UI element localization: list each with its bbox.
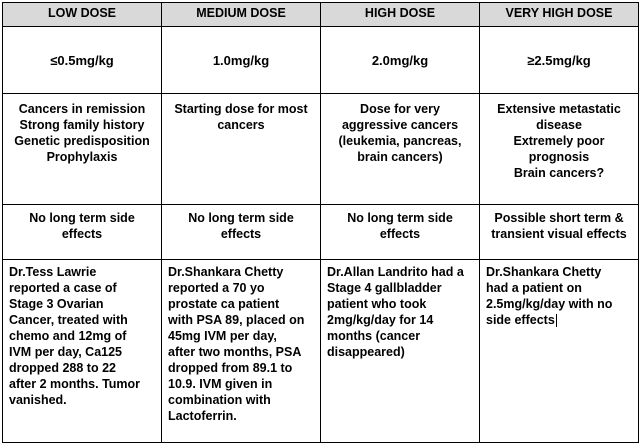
case-line: Lactoferrin. (168, 409, 237, 423)
indication-line: Extensive metastatic (497, 102, 621, 116)
side-effects-cell-medium: No long term side effects (161, 204, 321, 260)
case-line: 10.9. IVM given in (168, 377, 273, 391)
side-effects-line: No long term side (29, 211, 135, 225)
indication-line: Starting dose for most (174, 102, 308, 116)
case-reports-row: Dr.Tess Lawrie reported a case of Stage … (2, 259, 639, 443)
indication-cell-low: Cancers in remission Strong family histo… (2, 93, 162, 205)
case-line: reported a case of (9, 281, 117, 295)
case-line: dropped from 89.1 to (168, 361, 293, 375)
case-line: Dr.Tess Lawrie (9, 265, 97, 279)
header-very-high-dose: VERY HIGH DOSE (479, 2, 639, 27)
case-line: prostate ca patient (168, 297, 280, 311)
case-line: Dr.Shankara Chetty (168, 265, 284, 279)
case-line: vanished. (9, 393, 67, 407)
dose-cell-low: ≤0.5mg/kg (2, 26, 162, 94)
case-report-cell-high: Dr.Allan Landrito had a Stage 4 gallblad… (320, 259, 480, 443)
case-line: Dr.Allan Landrito had a (327, 265, 464, 279)
header-low-dose: LOW DOSE (2, 2, 162, 27)
case-report-cell-very-high: Dr.Shankara Chetty had a patient on 2.5m… (479, 259, 639, 443)
case-line: Dr.Shankara Chetty (486, 265, 602, 279)
case-line: chemo and 12mg of (9, 329, 127, 343)
side-effects-line: No long term side (347, 211, 453, 225)
case-line: dropped 288 to 22 (9, 361, 116, 375)
case-line: after 2 months. Tumor (9, 377, 141, 391)
case-line: had a patient on (486, 281, 582, 295)
indication-cell-medium: Starting dose for most cancers (161, 93, 321, 205)
case-line: Stage 4 gallbladder (327, 281, 442, 295)
side-effects-line: Possible short term & (494, 211, 624, 225)
indication-line: Prophylaxis (46, 150, 118, 164)
case-line: patient who took (327, 297, 427, 311)
indication-line: Strong family history (19, 118, 145, 132)
header-row: LOW DOSE MEDIUM DOSE HIGH DOSE VERY HIGH… (2, 2, 639, 27)
dose-cell-high: 2.0mg/kg (320, 26, 480, 94)
side-effects-row: No long term side effects No long term s… (2, 204, 639, 260)
side-effects-cell-very-high: Possible short term & transient visual e… (479, 204, 639, 260)
side-effects-line: effects (379, 227, 421, 241)
case-line: Stage 3 Ovarian (9, 297, 104, 311)
indication-line: Extremely poor (513, 134, 605, 148)
text-cursor-icon (555, 314, 557, 328)
side-effects-line: transient visual effects (491, 227, 627, 241)
side-effects-cell-high: No long term side effects (320, 204, 480, 260)
indication-line: Dose for very (360, 102, 440, 116)
side-effects-line: effects (220, 227, 262, 241)
dose-cell-medium: 1.0mg/kg (161, 26, 321, 94)
indication-line: cancers (217, 118, 265, 132)
indication-row: Cancers in remission Strong family histo… (2, 93, 639, 205)
case-line: reported a 70 yo (168, 281, 265, 295)
case-line: 2mg/kg/day for 14 (327, 313, 434, 327)
indication-line: Genetic predisposition (14, 134, 150, 148)
case-line: 45mg IVM per day, (168, 329, 277, 343)
side-effects-line: No long term side (188, 211, 294, 225)
indication-line: brain cancers) (357, 150, 443, 164)
case-line: side effects (486, 312, 632, 328)
case-line: combination with (168, 393, 271, 407)
case-line: 2.5mg/kg/day with no (486, 297, 613, 311)
case-line: with PSA 89, placed on (168, 313, 305, 327)
case-line: after two months, PSA (168, 345, 302, 359)
case-line: Cancer, treated with (9, 313, 128, 327)
case-report-cell-low: Dr.Tess Lawrie reported a case of Stage … (2, 259, 162, 443)
case-line-text: side effects (486, 313, 555, 327)
header-high-dose: HIGH DOSE (320, 2, 480, 27)
side-effects-line: effects (61, 227, 103, 241)
case-line: months (cancer (327, 329, 421, 343)
dose-cell-very-high: ≥2.5mg/kg (479, 26, 639, 94)
side-effects-cell-low: No long term side effects (2, 204, 162, 260)
indication-line: Cancers in remission (18, 102, 146, 116)
dose-row: ≤0.5mg/kg 1.0mg/kg 2.0mg/kg ≥2.5mg/kg (2, 26, 639, 94)
header-medium-dose: MEDIUM DOSE (161, 2, 321, 27)
indication-line: Brain cancers? (513, 166, 605, 180)
indication-line: prognosis (528, 150, 590, 164)
case-line: disappeared) (327, 345, 405, 359)
indication-cell-high: Dose for very aggressive cancers (leukem… (320, 93, 480, 205)
indication-cell-very-high: Extensive metastatic disease Extremely p… (479, 93, 639, 205)
indication-line: disease (536, 118, 582, 132)
indication-line: (leukemia, pancreas, (338, 134, 462, 148)
case-line: IVM per day, Ca125 (9, 345, 123, 359)
indication-line: aggressive cancers (341, 118, 459, 132)
case-report-cell-medium: Dr.Shankara Chetty reported a 70 yo pros… (161, 259, 321, 443)
